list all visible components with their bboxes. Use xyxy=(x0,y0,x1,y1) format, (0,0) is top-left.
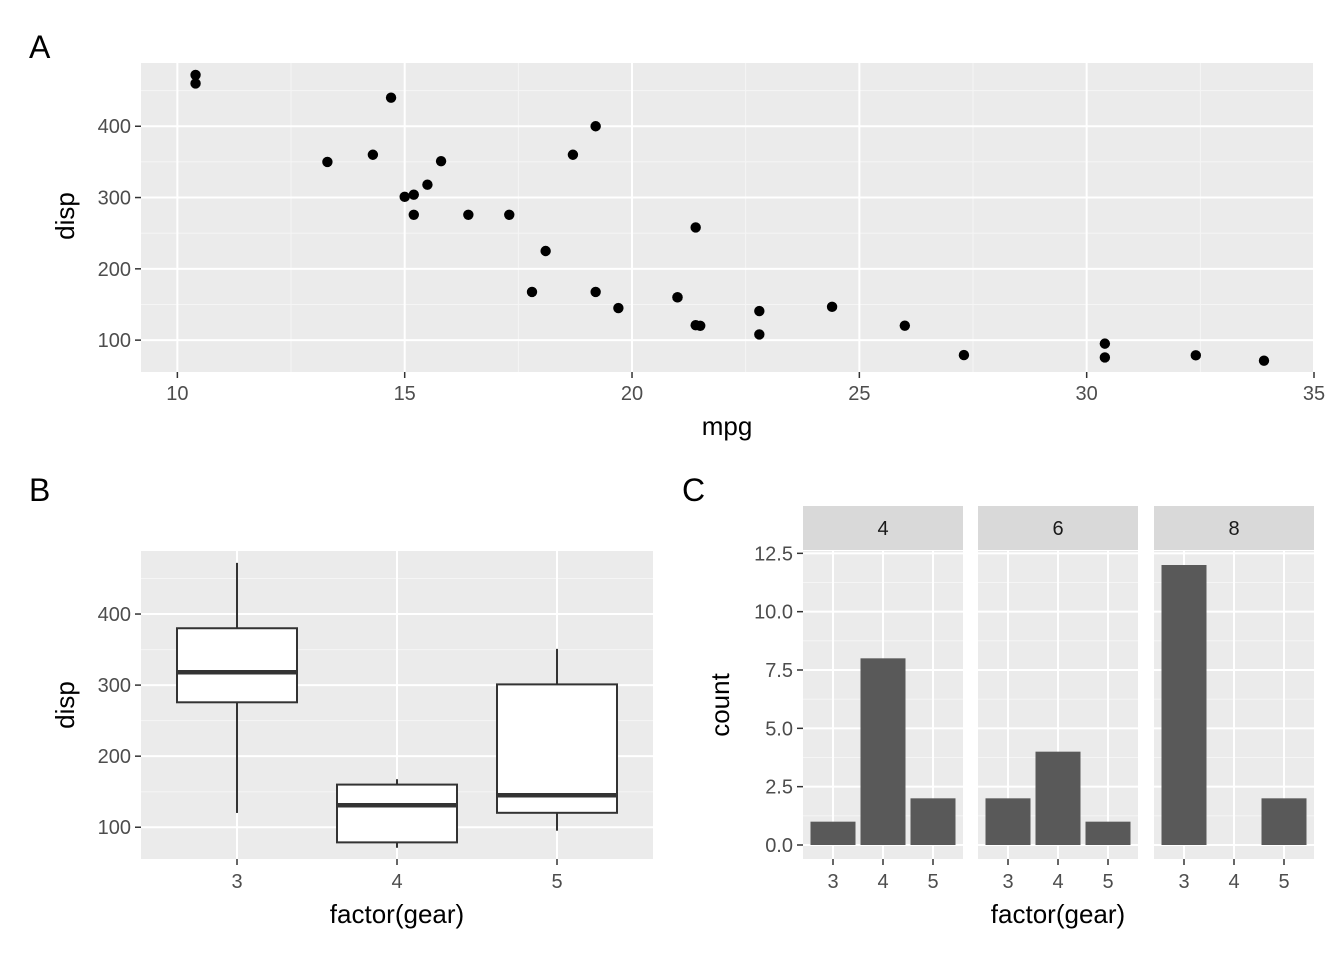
panel-b-iqr-box xyxy=(336,783,458,844)
panel-c-bar xyxy=(1085,821,1131,845)
panel-a-data-point xyxy=(754,329,765,340)
panel-a-data-point xyxy=(1258,355,1270,366)
panel-c-bar xyxy=(1035,751,1081,845)
panel-c-facet-4: 4 xyxy=(803,506,963,859)
panel-a-scatter: A 10 15 20 25 30 35 100 200 300 400 mpg disp xyxy=(29,29,1325,441)
panel-a-background xyxy=(141,63,1314,372)
panel-c-y-tick-label: 12.5 xyxy=(754,543,793,565)
panel-a-x-tick-label: 30 xyxy=(1076,383,1098,405)
panel-c-bar xyxy=(985,798,1031,845)
panel-c-bar xyxy=(1161,565,1207,845)
panel-a-data-point xyxy=(385,92,397,103)
panel-a-data-point xyxy=(690,222,701,233)
panel-c-strip-background xyxy=(978,506,1138,550)
panel-b-y-tick-label: 200 xyxy=(98,746,131,768)
panel-a-data-point xyxy=(567,149,579,160)
panel-c-x-tick-label: 3 xyxy=(1178,871,1189,893)
panel-a-data-point xyxy=(435,155,447,167)
panel-a-y-tick-label: 100 xyxy=(98,330,131,352)
panel-c-x-tick-label: 5 xyxy=(1278,871,1289,893)
panel-c-strip-background xyxy=(1154,506,1314,550)
panel-b-y-tick-label: 100 xyxy=(98,817,131,839)
panel-a-data-point xyxy=(826,301,838,313)
panel-a-data-point xyxy=(526,286,538,298)
panel-c-strip-label: 4 xyxy=(877,518,888,540)
panel-a-data-point xyxy=(367,149,379,160)
panel-a-data-point xyxy=(322,156,333,168)
panel-b-y-axis-title: disp xyxy=(50,681,80,729)
panel-c-faceted-bar: C 4 6 8 3 4 5 3 4 5 3 4 5 0.0 2.5 5.0 7.5 10.0 12.5 fact… xyxy=(682,472,1314,929)
panel-a-data-point xyxy=(1190,350,1201,361)
panel-c-y-tick-label: 5.0 xyxy=(765,718,793,740)
panel-b-boxplot: B 3 4 5 100 200 300 400 factor(gear) disp xyxy=(29,472,653,929)
panel-c-y-tick-label: 10.0 xyxy=(754,602,793,624)
panel-b-box-5 xyxy=(496,648,618,831)
panel-a-x-axis-title: mpg xyxy=(702,411,753,441)
panel-b-iqr-box xyxy=(496,683,618,814)
panel-a-y-axis-title: disp xyxy=(50,192,80,240)
panel-c-strip-label: 6 xyxy=(1052,518,1063,540)
panel-a-data-point xyxy=(899,320,911,331)
panel-a-data-point xyxy=(1099,338,1111,349)
panel-a-data-point xyxy=(613,302,624,314)
panel-c-x-tick-label: 5 xyxy=(1102,871,1113,893)
panel-a-tag: A xyxy=(29,29,51,65)
panel-a-y-tick-label: 300 xyxy=(98,188,131,210)
panel-a-data-point xyxy=(1099,352,1111,363)
panel-c-facet-8: 8 xyxy=(1154,506,1314,859)
panel-c-y-axis-title: count xyxy=(705,672,735,736)
panel-a-data-point xyxy=(754,305,765,317)
panel-a-x-tick-label: 20 xyxy=(621,383,643,405)
panel-c-x-tick-label: 4 xyxy=(1052,871,1063,893)
panel-b-x-tick-label: 3 xyxy=(231,871,242,893)
panel-a-data-point xyxy=(408,189,419,200)
panel-c-bar xyxy=(910,798,956,845)
panel-b-tag: B xyxy=(29,472,50,508)
panel-a-x-tick-label: 10 xyxy=(166,383,188,405)
panel-a-x-tick-label: 25 xyxy=(848,383,870,405)
panel-a-y-tick-label: 400 xyxy=(98,116,131,138)
panel-b-x-axis-title: factor(gear) xyxy=(330,899,464,929)
panel-a-data-point xyxy=(590,286,601,298)
panel-b-x-tick-label: 5 xyxy=(551,871,562,893)
panel-a-data-point xyxy=(690,319,701,331)
panel-c-x-tick-label: 4 xyxy=(1228,871,1239,893)
panel-c-bar xyxy=(1261,798,1307,845)
panel-a-x-tick-label: 15 xyxy=(394,383,416,405)
panel-b-y-tick-label: 300 xyxy=(98,675,131,697)
panel-c-x-tick-label: 3 xyxy=(1002,871,1013,893)
panel-c-x-axis-title: factor(gear) xyxy=(991,899,1125,929)
panel-b-y-tick-label: 400 xyxy=(98,604,131,626)
panel-a-data-point xyxy=(190,69,201,81)
panel-c-strip-background xyxy=(803,506,963,550)
panel-a-y-tick-label: 200 xyxy=(98,259,131,281)
panel-c-y-tick-label: 2.5 xyxy=(765,777,793,799)
panel-c-bar xyxy=(860,658,906,845)
panel-c-facet-6: 6 xyxy=(978,506,1138,859)
panel-b-box-4 xyxy=(336,779,458,848)
panel-a-data-point xyxy=(504,209,515,220)
panel-a-data-point xyxy=(540,245,551,257)
panel-c-x-tick-label: 4 xyxy=(877,871,888,893)
panel-c-x-tick-label: 3 xyxy=(827,871,838,893)
panel-c-bar xyxy=(810,821,856,845)
panel-a-data-point xyxy=(590,121,601,132)
panel-a-data-point xyxy=(399,191,410,203)
panel-b-x-tick-label: 4 xyxy=(391,871,402,893)
panel-c-tag: C xyxy=(682,472,705,508)
panel-a-data-point xyxy=(958,349,970,361)
panel-a-data-point xyxy=(463,209,474,220)
panel-a-data-point xyxy=(672,292,683,303)
panel-c-strip-label: 8 xyxy=(1228,518,1239,540)
panel-c-x-tick-label: 5 xyxy=(927,871,938,893)
panel-c-y-tick-label: 0.0 xyxy=(765,835,793,857)
panel-b-iqr-box xyxy=(176,627,298,704)
panel-a-data-point xyxy=(190,78,201,89)
panel-a-x-tick-label: 35 xyxy=(1303,383,1325,405)
panel-c-y-tick-label: 7.5 xyxy=(765,660,793,682)
panel-b-box-3 xyxy=(176,562,298,813)
panel-a-data-point xyxy=(408,209,419,220)
panel-a-data-point xyxy=(422,179,433,190)
